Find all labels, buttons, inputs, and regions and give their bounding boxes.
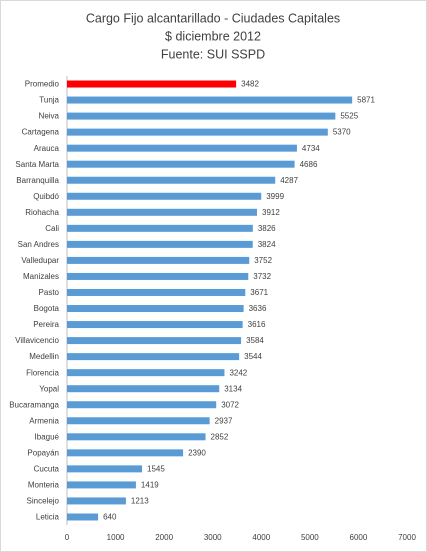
y-tick-label: Pereira bbox=[33, 320, 59, 329]
y-tick-label: Bogota bbox=[34, 304, 60, 313]
bar bbox=[67, 160, 295, 168]
data-label: 640 bbox=[103, 513, 117, 522]
data-label: 4287 bbox=[280, 176, 298, 185]
y-tick-label: Florencia bbox=[26, 368, 59, 377]
x-tick-label: 6000 bbox=[350, 533, 368, 542]
y-tick-label: Valledupar bbox=[21, 256, 59, 265]
y-tick-label: Sincelejo bbox=[27, 497, 60, 506]
bar bbox=[67, 337, 242, 345]
bar bbox=[67, 417, 210, 425]
data-label: 3826 bbox=[258, 224, 276, 233]
x-tick-label: 5000 bbox=[301, 533, 319, 542]
data-label: 4686 bbox=[300, 160, 318, 169]
y-tick-label: Leticia bbox=[36, 513, 60, 522]
bar bbox=[67, 208, 258, 216]
data-label: 1545 bbox=[147, 464, 165, 473]
bar bbox=[67, 385, 220, 393]
bar bbox=[67, 497, 126, 505]
y-tick-label: Santa Marta bbox=[15, 160, 59, 169]
data-label: 5370 bbox=[333, 128, 351, 137]
y-tick-label: Quibdó bbox=[33, 192, 59, 201]
data-label: 2390 bbox=[188, 448, 206, 457]
y-tick-label: Promedio bbox=[25, 80, 60, 89]
data-label: 3671 bbox=[250, 288, 268, 297]
data-label: 3752 bbox=[254, 256, 272, 265]
x-tick-label: 0 bbox=[65, 533, 70, 542]
y-tick-label: Cartagena bbox=[22, 128, 60, 137]
data-label: 3732 bbox=[253, 272, 271, 281]
y-tick-label: Popayán bbox=[27, 448, 59, 457]
data-label: 1213 bbox=[131, 497, 149, 506]
chart-subtitle: $ diciembre 2012 bbox=[165, 29, 261, 43]
y-tick-label: Manizales bbox=[23, 272, 59, 281]
y-tick-label: San Andres bbox=[18, 240, 59, 249]
bar bbox=[67, 288, 246, 296]
y-tick-label: Yopal bbox=[39, 384, 59, 393]
data-label: 4734 bbox=[302, 144, 320, 153]
y-tick-label: Barranquilla bbox=[16, 176, 59, 185]
y-tick-label: Villavicencio bbox=[15, 336, 59, 345]
y-tick-label: Medellin bbox=[29, 352, 59, 361]
data-label: 3134 bbox=[224, 384, 242, 393]
bar bbox=[67, 96, 353, 104]
chart-source: Fuente: SUI SSPD bbox=[161, 47, 265, 61]
bar bbox=[67, 256, 250, 264]
data-label: 2937 bbox=[215, 416, 233, 425]
y-tick-label: Monteria bbox=[28, 481, 60, 490]
x-tick-label: 3000 bbox=[204, 533, 222, 542]
data-label: 3584 bbox=[246, 336, 264, 345]
x-tick-label: 4000 bbox=[252, 533, 270, 542]
bar bbox=[67, 433, 206, 441]
data-label: 5525 bbox=[340, 112, 358, 121]
data-label: 3544 bbox=[244, 352, 262, 361]
bar bbox=[67, 272, 249, 280]
data-label: 1419 bbox=[141, 481, 159, 490]
bar bbox=[67, 128, 328, 136]
data-label: 3482 bbox=[241, 80, 259, 89]
data-label: 2852 bbox=[211, 432, 229, 441]
bar bbox=[67, 465, 143, 473]
data-label: 3072 bbox=[221, 400, 239, 409]
data-label: 3824 bbox=[258, 240, 276, 249]
y-tick-label: Armenia bbox=[29, 416, 59, 425]
data-label: 5871 bbox=[357, 96, 375, 105]
bar bbox=[67, 369, 225, 377]
y-tick-label: Ibagué bbox=[35, 432, 60, 441]
bar bbox=[67, 401, 217, 409]
data-label: 3912 bbox=[262, 208, 280, 217]
bar bbox=[67, 353, 240, 361]
y-tick-label: Cucuta bbox=[34, 464, 60, 473]
data-label: 3616 bbox=[248, 320, 266, 329]
data-label: 3636 bbox=[249, 304, 267, 313]
bar bbox=[67, 481, 136, 489]
y-tick-label: Riohacha bbox=[25, 208, 59, 217]
bar bbox=[67, 240, 253, 248]
bar bbox=[67, 176, 276, 184]
y-tick-label: Pasto bbox=[39, 288, 60, 297]
y-tick-label: Cali bbox=[45, 224, 59, 233]
bar bbox=[67, 321, 243, 329]
x-tick-label: 7000 bbox=[398, 533, 416, 542]
bar bbox=[67, 449, 184, 457]
bar bbox=[67, 224, 253, 232]
bar bbox=[67, 513, 99, 521]
bar bbox=[67, 192, 262, 200]
data-label: 3242 bbox=[229, 368, 247, 377]
bar bbox=[67, 80, 237, 88]
chart-title: Cargo Fijo alcantarillado - Ciudades Cap… bbox=[86, 11, 340, 25]
x-tick-label: 1000 bbox=[107, 533, 125, 542]
data-label: 3999 bbox=[266, 192, 284, 201]
y-tick-label: Bucaramanga bbox=[9, 400, 59, 409]
bar bbox=[67, 144, 297, 152]
x-tick-label: 2000 bbox=[155, 533, 173, 542]
y-tick-label: Neiva bbox=[39, 112, 60, 121]
bar bbox=[67, 112, 336, 120]
y-tick-label: Arauca bbox=[34, 144, 60, 153]
y-tick-label: Tunja bbox=[39, 96, 59, 105]
bar bbox=[67, 305, 244, 313]
